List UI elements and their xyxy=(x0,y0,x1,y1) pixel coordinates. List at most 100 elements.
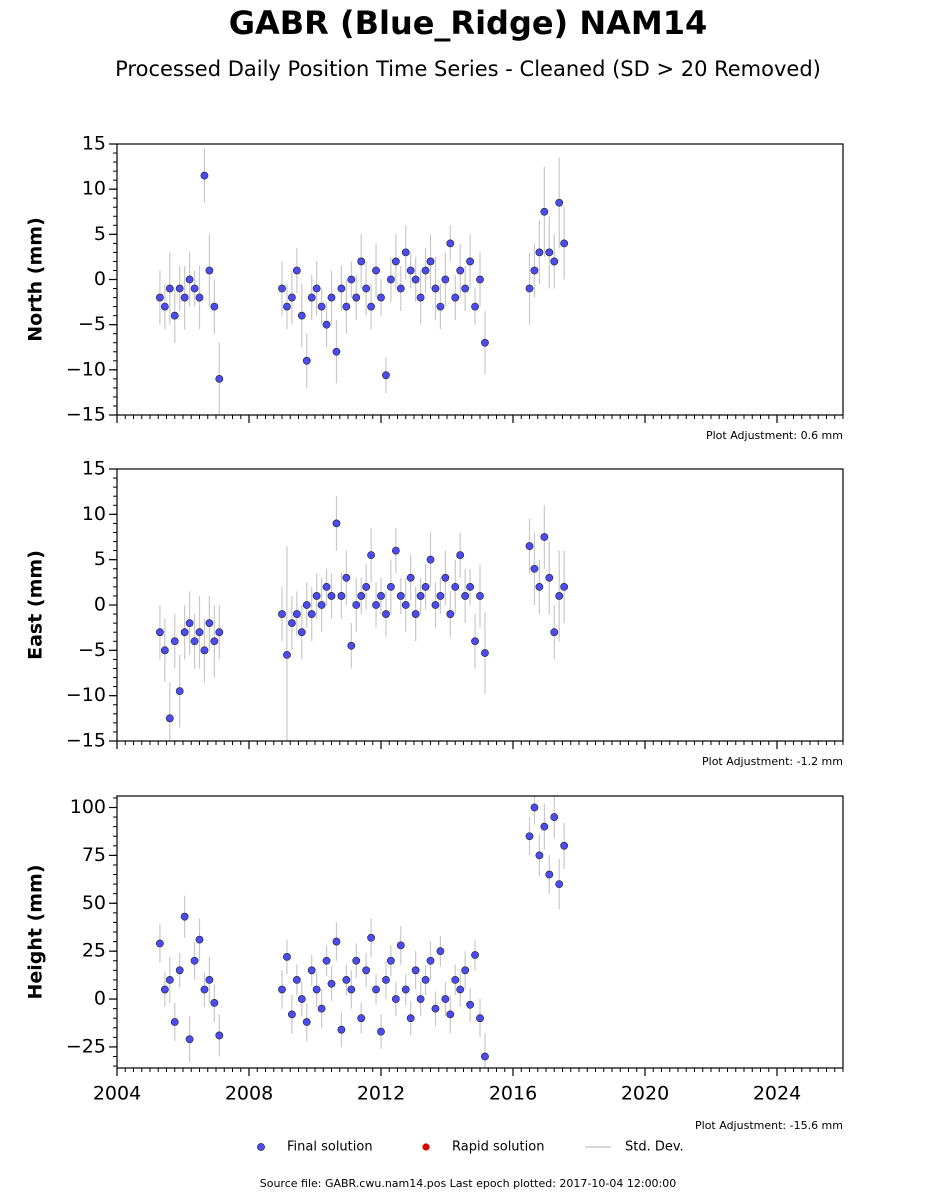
data-point xyxy=(175,284,184,293)
plot-frame xyxy=(116,795,844,1069)
data-point xyxy=(446,1010,455,1019)
y-tick-label: −5 xyxy=(78,313,106,335)
data-point xyxy=(317,601,326,609)
y-tick-label: −15 xyxy=(66,404,106,426)
legend-marker xyxy=(422,1143,430,1151)
data-point xyxy=(382,975,390,984)
data-point xyxy=(535,582,544,591)
data-point xyxy=(215,374,224,383)
data-point xyxy=(416,995,425,1003)
data-point xyxy=(190,637,199,646)
data-point xyxy=(180,912,189,921)
y-tick-label: 10 xyxy=(82,178,106,200)
y-tick-label: −10 xyxy=(66,684,106,706)
x-tick-label: 2012 xyxy=(357,1083,405,1105)
y-axis-label: Height (mm) xyxy=(25,864,47,999)
data-point xyxy=(382,371,390,380)
data-point xyxy=(312,985,321,994)
data-point xyxy=(165,714,174,723)
subtitle: Processed Daily Position Time Series - C… xyxy=(115,57,821,81)
y-tick-label: −10 xyxy=(66,358,106,380)
data-point xyxy=(416,592,425,600)
data-point xyxy=(550,813,559,821)
y-axis-label: North (mm) xyxy=(25,217,47,342)
data-point xyxy=(456,985,465,994)
plot-frame xyxy=(116,143,844,416)
data-point xyxy=(411,275,420,284)
data-point xyxy=(530,564,539,573)
data-point xyxy=(411,966,420,975)
data-point xyxy=(302,356,311,365)
data-point xyxy=(441,573,450,582)
plot-area xyxy=(155,496,569,741)
data-point xyxy=(456,266,465,275)
data-point xyxy=(205,266,214,275)
data-point xyxy=(466,257,474,266)
data-point xyxy=(396,592,405,600)
data-point xyxy=(322,582,331,591)
data-point xyxy=(421,975,430,984)
data-point xyxy=(170,311,179,320)
plot-area xyxy=(155,796,569,1068)
data-point xyxy=(302,1018,311,1026)
data-point xyxy=(292,266,301,275)
data-point xyxy=(362,284,371,293)
data-point xyxy=(421,266,430,275)
data-point xyxy=(436,302,445,311)
y-tick-label: 0 xyxy=(94,268,106,290)
data-point xyxy=(461,966,470,975)
data-point xyxy=(337,592,346,600)
data-point xyxy=(332,937,341,946)
data-point xyxy=(540,207,549,216)
data-point xyxy=(278,284,286,293)
data-point xyxy=(540,822,549,831)
data-point xyxy=(386,275,395,284)
panel: −15 −10 −5 0 5 10 15 North (mm) Plot Adjustment:… xyxy=(25,133,844,442)
data-point xyxy=(391,546,400,555)
data-point xyxy=(416,293,425,302)
data-point xyxy=(431,284,440,293)
data-point xyxy=(347,275,356,284)
data-point xyxy=(287,293,296,302)
data-point xyxy=(205,619,214,628)
data-point xyxy=(302,601,311,609)
plot-area xyxy=(155,148,569,415)
plot-frame xyxy=(116,468,844,742)
data-point xyxy=(441,995,450,1003)
data-point xyxy=(411,610,420,618)
data-point xyxy=(357,592,366,600)
legend-label: Final solution xyxy=(287,1140,373,1155)
data-point xyxy=(283,953,291,961)
y-tick-label: 15 xyxy=(82,133,106,155)
data-point xyxy=(210,637,219,646)
legend-marker xyxy=(257,1143,265,1151)
data-point xyxy=(195,293,204,302)
data-point xyxy=(476,592,484,600)
data-point xyxy=(391,995,400,1003)
data-point xyxy=(287,1010,296,1019)
data-point xyxy=(175,687,184,696)
data-point xyxy=(481,649,489,657)
y-tick-label: 5 xyxy=(94,223,106,245)
data-point xyxy=(200,985,209,994)
data-point xyxy=(525,542,534,550)
data-point xyxy=(446,239,455,248)
data-point xyxy=(283,650,291,659)
data-point xyxy=(322,320,331,329)
data-point xyxy=(401,248,410,257)
data-point xyxy=(347,985,356,994)
y-axis-label: East (mm) xyxy=(25,550,47,660)
data-point xyxy=(307,293,316,302)
y-tick-label: 15 xyxy=(82,458,106,480)
data-point xyxy=(377,293,385,302)
data-point xyxy=(312,284,321,293)
data-point xyxy=(461,592,470,600)
legend-label: Std. Dev. xyxy=(625,1140,684,1155)
data-point xyxy=(357,257,366,266)
data-point xyxy=(165,975,174,984)
x-tick-label: 2020 xyxy=(621,1083,669,1105)
data-point xyxy=(441,275,450,284)
data-point xyxy=(327,592,336,600)
x-tick-label: 2004 xyxy=(93,1083,141,1105)
data-point xyxy=(278,985,286,994)
